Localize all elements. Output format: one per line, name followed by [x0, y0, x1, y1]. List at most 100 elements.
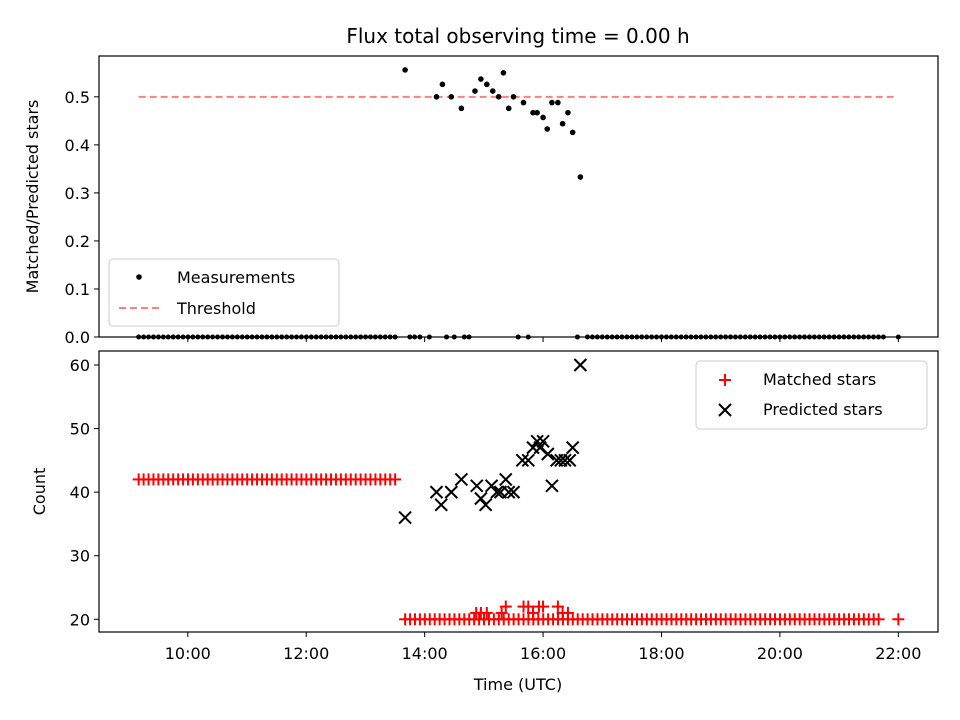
predicted-star-marker [502, 485, 516, 499]
bottom-y-ticks: 20 30 40 50 60 [70, 356, 99, 629]
top-y-tick-label: 0.3 [65, 184, 90, 203]
measurement-point [495, 94, 502, 100]
x-tick-label: 22:00 [875, 644, 921, 663]
top-marks [136, 67, 901, 340]
top-y-tick-label: 0.5 [65, 88, 90, 107]
measurement-point [540, 114, 546, 121]
matched-star-marker [480, 606, 493, 619]
measurement-point [439, 81, 446, 88]
measurement-point [569, 129, 576, 136]
measurement-point [472, 88, 478, 94]
measurement-point [544, 126, 551, 132]
predicted-star-marker [515, 453, 530, 468]
measurement-point [484, 81, 490, 88]
bottom-legend-frame [695, 360, 928, 430]
bottom-y-axis-label: Count [30, 468, 49, 516]
matched-star-marker [551, 600, 564, 613]
matched-star-marker [495, 606, 508, 619]
measurement-point [530, 109, 536, 116]
measurement-point [402, 67, 408, 73]
top-y-axis-label: Matched/Predicted stars [23, 100, 42, 294]
bottom-legend: Matched stars Predicted stars [695, 360, 928, 430]
bottom-y-tick-label: 20 [70, 610, 90, 629]
chart-title: Flux total observing time = 0.00 h [346, 24, 689, 48]
x-tick-label: 20:00 [757, 644, 803, 663]
measurement-point [433, 94, 440, 100]
top-y-tick-label: 0.0 [65, 328, 90, 347]
predicted-star-marker [474, 491, 488, 506]
top-y-tick-label: 0.4 [65, 136, 90, 155]
predicted-star-marker [434, 498, 448, 512]
measurement-point [565, 109, 571, 116]
legend-matched-marker [719, 374, 731, 386]
predicted-star-marker [454, 472, 469, 487]
bottom-y-tick-label: 50 [70, 420, 90, 439]
predicted-star-marker [563, 453, 577, 468]
legend-predicted-label: Predicted stars [763, 400, 883, 419]
top-y-tick-label: 0.1 [65, 280, 90, 299]
x-tick-label: 18:00 [638, 644, 684, 663]
bottom-y-tick-label: 40 [70, 483, 90, 502]
x-tick-label: 16:00 [520, 644, 566, 663]
measurement-point [448, 94, 455, 100]
legend-matched-label: Matched stars [763, 370, 876, 389]
x-tick-label: 14:00 [402, 644, 448, 663]
legend-threshold-label: Threshold [176, 299, 256, 318]
predicted-star-marker [506, 485, 521, 499]
predicted-star-marker [490, 485, 504, 499]
matched-star-marker [389, 473, 402, 486]
bottom-y-tick-label: 30 [70, 547, 90, 566]
predicted-star-marker [573, 358, 588, 372]
predicted-star-marker [541, 447, 555, 461]
measurement-point [534, 109, 540, 116]
measurement-point [559, 120, 566, 127]
top-y-ticks: 0.0 0.1 0.2 0.3 0.4 0.5 [65, 88, 99, 347]
bottom-marks [132, 358, 905, 626]
predicted-star-marker [444, 485, 459, 499]
top-panel: 0.0 0.1 0.2 0.3 0.4 0.5 Matched/Predicted sta… [23, 55, 939, 347]
top-x-ticks [187, 337, 899, 342]
predicted-star-marker [545, 479, 559, 493]
bottom-panel: 20 30 40 50 60 10:00 12:00 14:00 16:00 18:00 20:0… [30, 350, 939, 694]
matched-star-marker [872, 613, 885, 626]
measurement-point [555, 99, 561, 106]
measurement-point [505, 105, 512, 112]
legend-measurements-label: Measurements [177, 268, 295, 287]
predicted-star-marker [536, 434, 550, 448]
legend-predicted-marker [718, 403, 732, 417]
measurement-point [500, 70, 507, 76]
matched-star-marker [892, 613, 905, 626]
predicted-star-marker [478, 498, 493, 512]
measurement-point [577, 174, 584, 180]
top-legend: Measurements Threshold [108, 258, 340, 327]
matched-star-marker [537, 600, 550, 613]
measurement-point [510, 94, 517, 100]
x-tick-label: 12:00 [283, 644, 329, 663]
bottom-axes-frame [98, 350, 939, 633]
measurement-point [489, 88, 496, 94]
predicted-star-marker [499, 472, 513, 487]
legend-measurements-marker [136, 274, 142, 280]
predicted-star-marker [565, 440, 580, 455]
x-tick-label: 10:00 [165, 644, 211, 663]
top-legend-frame [108, 258, 340, 327]
measurement-point [458, 105, 465, 112]
predicted-star-marker [558, 453, 572, 468]
predicted-star-marker [521, 453, 535, 468]
matched-star-marker [499, 600, 512, 613]
predicted-star-marker [470, 479, 484, 493]
predicted-star-marker [398, 510, 412, 525]
matched-star-marker [527, 606, 540, 619]
bottom-y-tick-label: 60 [70, 356, 90, 375]
measurement-point [478, 76, 484, 82]
matched-star-marker [561, 606, 574, 619]
matched-star-marker [522, 600, 535, 613]
predicted-star-marker [429, 485, 444, 499]
top-axes-frame [98, 55, 939, 338]
top-y-tick-label: 0.2 [65, 232, 90, 251]
bottom-x-ticks: 10:00 12:00 14:00 16:00 18:00 20:00 22:00 [165, 632, 921, 663]
measurement-point [520, 99, 527, 106]
measurement-point [549, 99, 555, 106]
x-axis-label: Time (UTC) [473, 675, 562, 694]
